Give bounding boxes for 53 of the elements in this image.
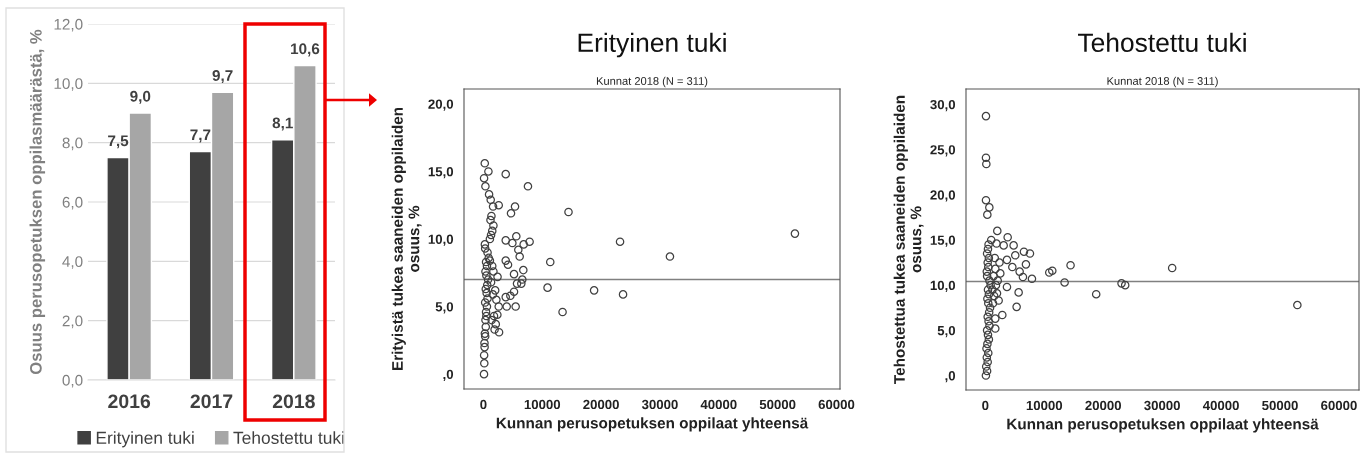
x-tick-label: 0 [480,399,487,410]
x-tick-label: 40000 [700,399,737,410]
x-axis-title: Kunnan perusopetuksen oppilaat yhteensä [1007,418,1319,433]
y-axis-title: Erityistä tukea saaneiden oppilaiden osuus, % [391,107,422,370]
x-tick-label: 2016 [108,394,151,409]
y-tick-label: 4,0 [62,256,83,269]
x-tick-label: 20000 [1085,400,1122,411]
y-tick-label: 6,0 [62,196,83,210]
y-tick-label: 15,0 [428,167,454,179]
x-tick-label: 50000 [759,399,796,410]
x-axis-title: Kunnan perusopetuksen oppilaat yhteensä [496,417,809,432]
x-tick-label: 30000 [641,399,678,410]
y-tick-label: 30,0 [930,99,956,112]
data-label: 8,1 [272,117,293,131]
legend-label: Tehostettu tuki [233,431,344,444]
y-tick-label: 12,0 [54,18,83,32]
chart-subtitle: Kunnat 2018 (N = 311) [1107,76,1218,88]
y-tick-label: 2,0 [62,315,83,329]
x-tick-label: 20000 [583,399,619,410]
y-tick-label: 0,0 [62,374,83,388]
x-tick-label: 2018 [272,394,315,409]
data-label: 7,7 [190,129,211,143]
data-label: 9,0 [130,90,151,104]
y-tick-label: 25,0 [930,145,956,157]
legend-label: Erityinen tuki [96,431,194,448]
y-tick-label: 20,0 [428,99,454,111]
data-label: 10,6 [291,43,320,57]
x-tick-label: 60000 [1321,400,1357,411]
y-tick-label: 10,0 [930,280,956,292]
x-tick-label: 40000 [1202,400,1239,411]
x-tick-label: 10000 [1026,400,1063,411]
y-axis-title: Tehostettua tukea saaneiden oppilaiden osuus, % [893,95,924,384]
x-tick-label: 10000 [524,399,561,410]
x-tick-label: 50000 [1262,400,1298,411]
y-tick-label: ,0 [443,369,454,381]
y-tick-label: 5,0 [435,302,454,314]
data-label: 9,7 [212,70,233,84]
y-tick-label: 10,0 [54,78,83,91]
y-axis-title: Osuus perusopetuksen oppilasmäärästä, % [29,29,46,375]
chart-title: Tehostettu tuki [1078,32,1246,53]
x-tick-label: 30000 [1144,400,1180,411]
x-tick-label: 60000 [818,399,855,410]
chart-subtitle: Kunnat 2018 (N = 311) [596,76,708,88]
y-tick-label: 20,0 [930,190,956,202]
y-tick-label: ,0 [945,371,956,383]
data-label: 7,5 [108,135,129,149]
y-tick-label: 10,0 [428,234,454,246]
y-tick-label: 8,0 [62,137,83,151]
x-tick-label: 2017 [190,394,233,409]
y-tick-label: 15,0 [930,235,956,247]
y-tick-label: 5,0 [937,325,956,338]
x-tick-label: 0 [982,400,989,411]
chart-title: Erityinen tuki [578,32,726,58]
